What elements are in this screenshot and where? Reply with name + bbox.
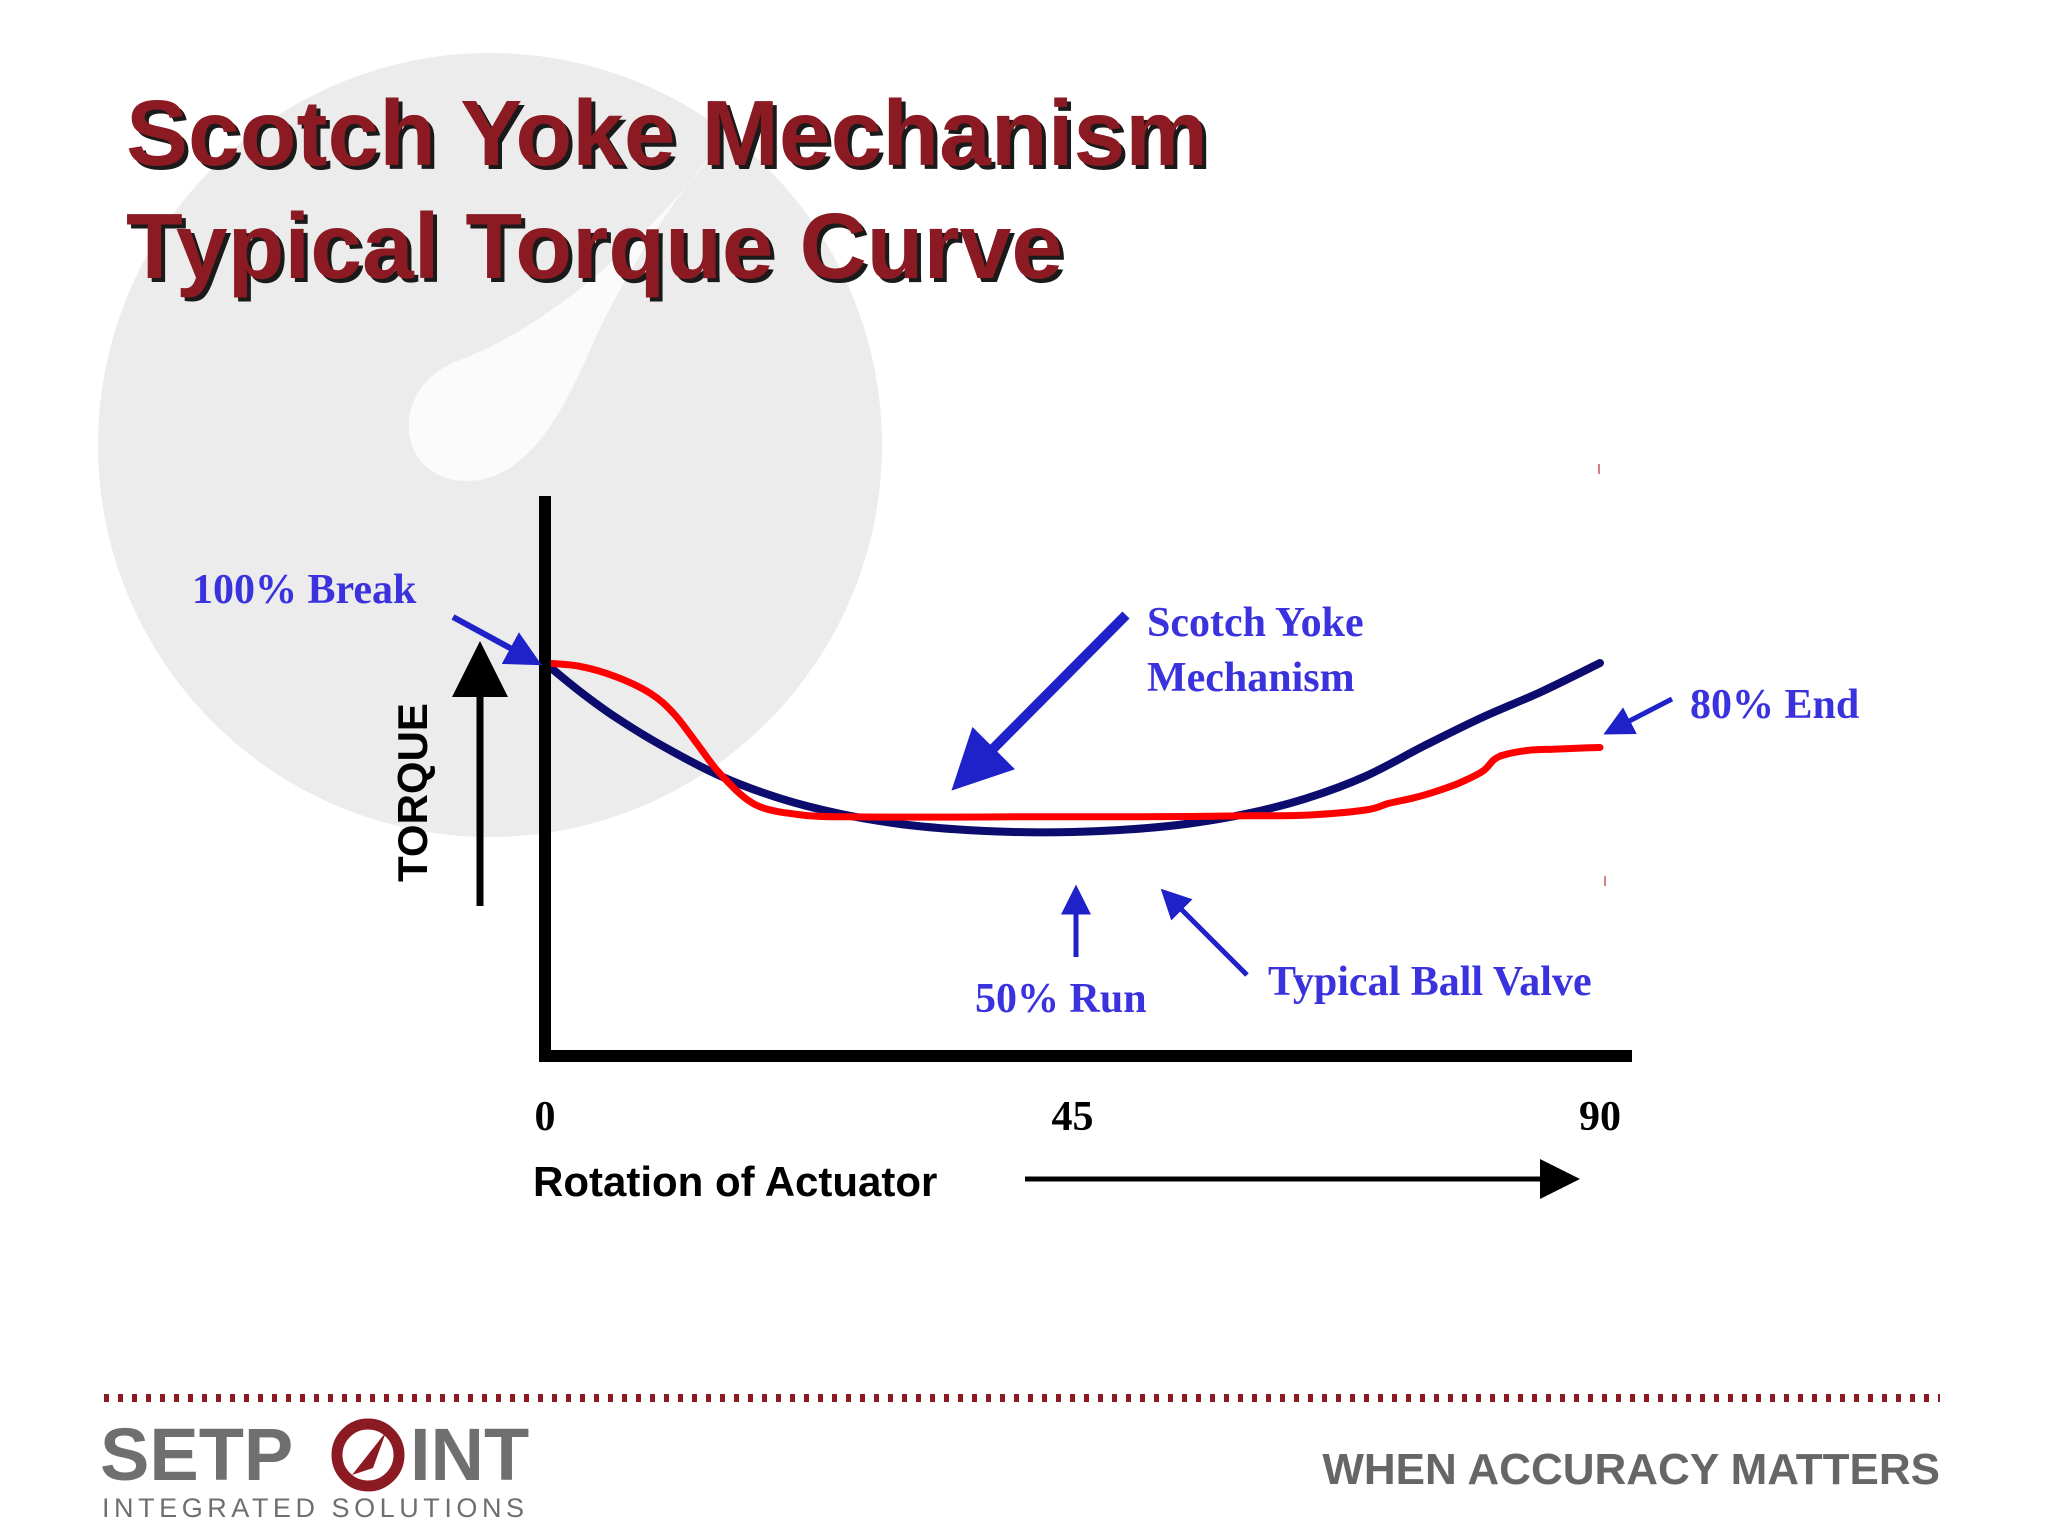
ball-valve-arrow-icon — [1160, 888, 1249, 977]
logo-text-left: SETP — [100, 1413, 293, 1496]
setpoint-logo: SETP INT INTEGRATED SOLUTIONS — [100, 1413, 529, 1523]
watermark-logo-icon — [98, 53, 882, 837]
series-line-ball-valve — [541, 659, 1604, 821]
end-arrow-icon — [1603, 696, 1674, 735]
run-annotation: 50% Run — [975, 976, 1147, 1022]
break-arrow-icon — [451, 614, 542, 666]
title-line-1-shadow: Scotch Yoke Mechanism — [130, 85, 1212, 189]
title-line-2-shadow: Typical Torque Curve — [130, 198, 1067, 302]
yoke-annotation-line-2: Mechanism — [1147, 655, 1355, 701]
ball-valve-annotation: Typical Ball Valve — [1268, 959, 1592, 1005]
logo-text-right: INT — [410, 1413, 529, 1496]
footer-tagline: WHEN ACCURACY MATTERS — [1322, 1445, 1940, 1494]
slide-title: Scotch Yoke Mechanism Scotch Yoke Mechan… — [126, 81, 1212, 302]
x-axis-label: Rotation of Actuator — [533, 1158, 937, 1205]
x-tick-labels: 0 45 90 — [535, 1094, 1622, 1140]
break-annotation: 100% Break — [192, 567, 417, 613]
x-tick-label: 45 — [1052, 1094, 1094, 1140]
yoke-arrow-icon — [951, 611, 1130, 791]
y-axis-label: TORQUE — [389, 703, 436, 882]
yoke-annotation-line-1: Scotch Yoke — [1147, 600, 1364, 646]
x-tick-label: 90 — [1579, 1094, 1621, 1140]
series-layer — [541, 659, 1604, 837]
title-line-1: Scotch Yoke Mechanism — [126, 81, 1208, 185]
title-line-2: Typical Torque Curve — [126, 194, 1063, 298]
end-annotation: 80% End — [1690, 682, 1859, 728]
logo-subtitle: INTEGRATED SOLUTIONS — [102, 1493, 524, 1523]
logo-gauge-icon — [331, 1418, 405, 1492]
x-tick-label: 0 — [535, 1094, 556, 1140]
series-line-scotch-yoke — [541, 659, 1604, 837]
